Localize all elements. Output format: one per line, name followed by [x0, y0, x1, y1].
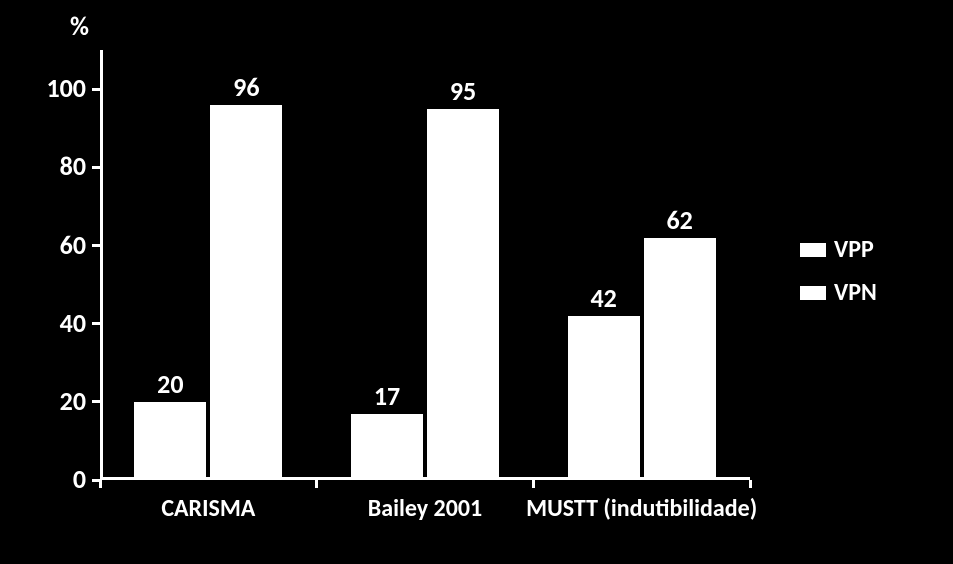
- bar-vpn-0: [210, 105, 282, 477]
- y-tick-label-5: 100: [26, 72, 86, 104]
- legend-item-vpn: VPN: [800, 278, 877, 307]
- legend-label-vpp: VPP: [834, 235, 874, 264]
- y-tick-2: [92, 322, 100, 325]
- y-tick-label-3: 60: [26, 229, 86, 261]
- y-tick-4: [92, 166, 100, 169]
- y-tick-1: [92, 400, 100, 403]
- bar-vpp-0: [134, 402, 206, 477]
- data-label-vpp-0: 20: [124, 368, 216, 400]
- x-tick-0: [99, 480, 102, 488]
- legend-swatch-vpp: [800, 243, 826, 257]
- y-tick-label-4: 80: [26, 150, 86, 182]
- x-tick-1: [315, 480, 318, 488]
- bar-vpn-2: [644, 238, 716, 477]
- data-label-vpn-2: 62: [634, 204, 726, 236]
- y-tick-label-0: 0: [26, 463, 86, 495]
- x-tick-2: [532, 480, 535, 488]
- chart-container: { "chart": { "type": "bar", "background_…: [0, 0, 953, 564]
- y-tick-label-2: 40: [26, 307, 86, 339]
- data-label-vpn-0: 96: [200, 71, 292, 103]
- y-axis-title: %: [70, 10, 89, 42]
- plot-area: 20 96 17 95 42 62: [100, 50, 750, 480]
- y-tick-label-1: 20: [26, 385, 86, 417]
- legend-item-vpp: VPP: [800, 235, 877, 264]
- x-tick-3: [749, 480, 752, 488]
- legend-label-vpn: VPN: [834, 278, 877, 307]
- legend-swatch-vpn: [800, 286, 826, 300]
- bar-vpp-1: [351, 414, 423, 477]
- data-label-vpp-1: 17: [341, 380, 433, 412]
- x-tick-label-2: MUSTT (indutibilidade): [492, 494, 792, 523]
- y-axis-line: [100, 50, 103, 480]
- data-label-vpn-1: 95: [417, 75, 509, 107]
- x-axis-line: [100, 477, 750, 480]
- y-tick-5: [92, 88, 100, 91]
- bar-vpn-1: [427, 109, 499, 477]
- legend: VPP VPN: [800, 235, 877, 307]
- data-label-vpp-2: 42: [558, 282, 650, 314]
- y-tick-3: [92, 244, 100, 247]
- bar-vpp-2: [568, 316, 640, 477]
